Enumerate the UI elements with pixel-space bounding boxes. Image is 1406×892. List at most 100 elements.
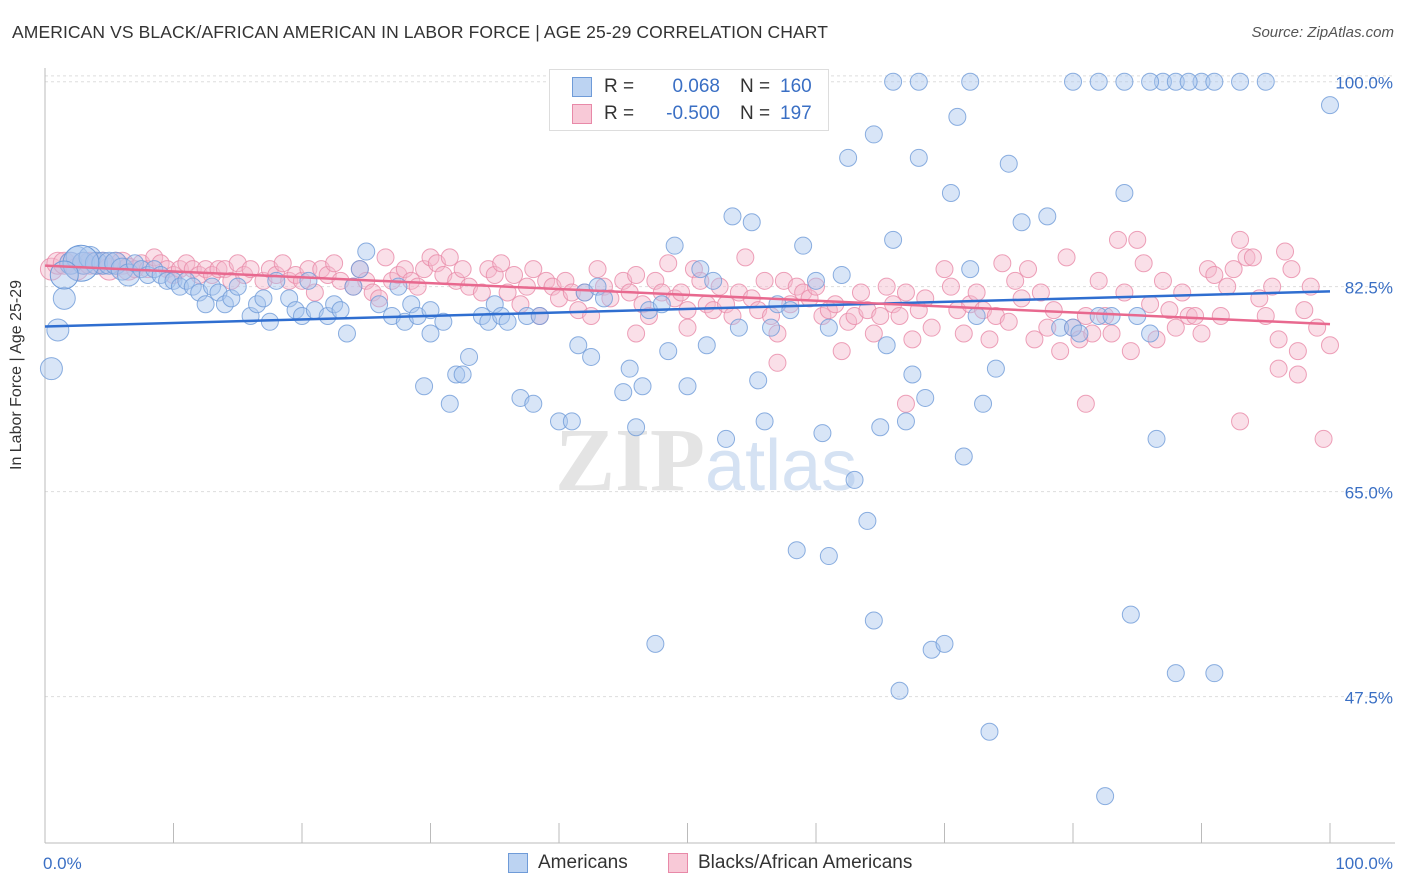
point-americans (228, 277, 247, 296)
point-americans (1064, 72, 1082, 91)
point-americans (864, 611, 883, 630)
point-americans (1115, 72, 1134, 91)
legend-n-value: 160 (780, 76, 812, 97)
point-black (453, 260, 472, 279)
point-black (588, 260, 607, 279)
point-americans (890, 681, 909, 700)
point-black (1115, 283, 1134, 302)
point-americans (39, 357, 63, 381)
point-americans (460, 347, 479, 366)
point-black (524, 260, 543, 279)
point-black (1019, 260, 1038, 279)
point-black (1031, 283, 1050, 302)
point-black (1211, 306, 1230, 325)
point-black (472, 283, 491, 302)
point-black (832, 342, 851, 361)
point-black (993, 254, 1012, 273)
point-black (980, 330, 999, 349)
point-black (1314, 429, 1333, 448)
point-black (807, 277, 825, 296)
point-black (1276, 242, 1295, 261)
point-americans (1321, 96, 1339, 115)
watermark: ZIPatlas (555, 411, 857, 510)
point-black (871, 306, 890, 325)
point-americans (967, 306, 986, 325)
point-black (1282, 260, 1301, 279)
point-americans (1205, 664, 1224, 683)
point-black (903, 330, 922, 349)
chart-title: AMERICAN VS BLACK/AFRICAN AMERICAN IN LA… (12, 22, 829, 42)
point-black (627, 265, 646, 284)
point-black (1179, 306, 1198, 325)
point-americans (909, 148, 928, 167)
point-americans (819, 318, 838, 337)
point-americans (517, 306, 536, 325)
point-americans (280, 289, 299, 308)
point-black (672, 283, 691, 302)
point-americans (1256, 72, 1275, 91)
point-black (1295, 301, 1314, 320)
y-tick-label: 100.0% (1335, 74, 1393, 93)
point-americans (691, 260, 710, 279)
point-black (1288, 365, 1307, 384)
point-americans (646, 634, 665, 653)
point-black (325, 254, 344, 273)
point-americans (1089, 306, 1108, 325)
point-black (1076, 394, 1095, 413)
point-black (1102, 324, 1121, 343)
point-americans (884, 230, 903, 249)
point-americans (723, 207, 742, 226)
point-americans (742, 213, 761, 232)
point-americans (1102, 306, 1121, 325)
point-black (1025, 330, 1044, 349)
point-black (678, 318, 697, 337)
legend: R = 0.068 N = 160 R = -0.500 N = 197 (549, 69, 829, 131)
point-black (1321, 336, 1339, 355)
point-americans (659, 342, 678, 361)
point-americans (337, 324, 356, 343)
point-americans (1096, 787, 1115, 806)
point-black (1269, 330, 1288, 349)
point-black (1237, 248, 1256, 267)
point-black (941, 277, 960, 296)
point-black (1153, 271, 1172, 290)
point-black (273, 254, 292, 273)
point-americans (1166, 664, 1185, 683)
point-americans (704, 271, 723, 290)
point-americans (344, 277, 363, 296)
point-americans (961, 72, 980, 91)
point-americans (447, 365, 466, 384)
trendline-americans (44, 290, 1331, 328)
point-black (1205, 265, 1224, 284)
point-americans (1147, 429, 1166, 448)
point-americans (1121, 605, 1140, 624)
point-black (954, 324, 973, 343)
y-tick-label: 47.5% (1345, 689, 1393, 708)
point-americans (582, 347, 601, 366)
point-americans (871, 418, 890, 437)
y-tick-label: 82.5% (1345, 279, 1393, 298)
point-americans (614, 383, 633, 402)
x-tick-label: 100.0% (1335, 854, 1393, 873)
point-americans (807, 271, 825, 290)
point-americans (222, 289, 241, 308)
point-americans (1141, 324, 1160, 343)
legend-r-value: -0.500 (666, 103, 720, 124)
point-black (601, 289, 620, 308)
point-black (1218, 277, 1237, 296)
point-americans (440, 394, 459, 413)
source-label: Source: ZipAtlas.com (1251, 24, 1394, 41)
point-black (896, 394, 915, 413)
point-americans (524, 394, 543, 413)
legend-n-label: N = (740, 76, 771, 97)
point-americans (813, 424, 832, 443)
point-americans (896, 412, 915, 431)
point-americans (762, 318, 781, 337)
x-tick-label: 0.0% (43, 854, 82, 873)
point-black (1192, 324, 1211, 343)
point-black (1166, 318, 1185, 337)
point-black (1089, 271, 1108, 290)
point-americans (864, 125, 883, 144)
point-americans (254, 289, 273, 308)
point-americans (941, 183, 960, 202)
